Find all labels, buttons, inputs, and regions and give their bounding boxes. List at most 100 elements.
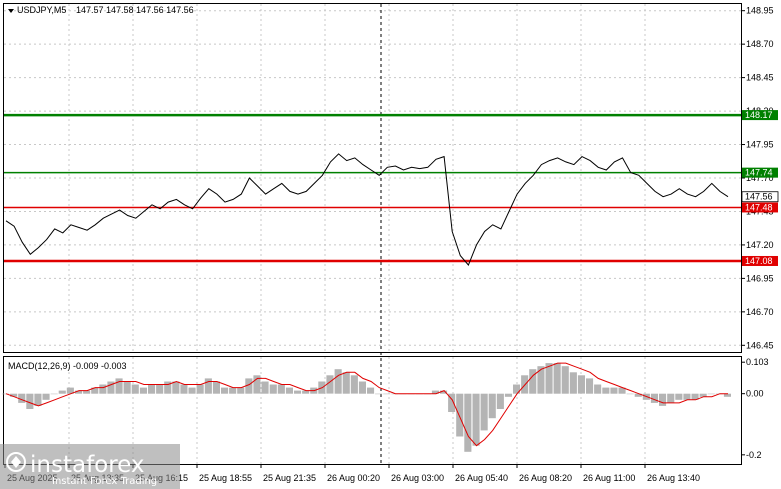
level-tag [742,167,778,178]
price-tick-label: 147.95 [746,140,774,150]
macd-bar [440,390,448,394]
dropdown-icon[interactable] [8,9,14,13]
macd-bar [375,393,383,395]
price-axis: 148.95148.70148.45148.20147.95147.70147.… [741,6,774,350]
macd-bar [577,375,585,394]
macd-bar [496,393,504,409]
macd-bar [188,387,196,394]
macd-bar [302,390,310,394]
macd-bar [367,387,375,394]
macd-bar [342,372,350,394]
time-tick-label: 25 Aug 21:35 [263,473,316,483]
macd-bar [545,363,553,394]
macd-bar [350,375,358,394]
macd-bar [488,393,496,419]
price-line [5,153,729,266]
time-tick-label: 26 Aug 00:20 [327,473,380,483]
macd-bar [91,387,99,394]
macd-bar [99,384,107,394]
macd-bar [626,393,634,395]
instaforex-watermark: instaforex Instant Forex Trading [0,444,180,489]
macd-bar [131,384,139,394]
macd-bar [513,384,521,394]
macd-bar [610,387,618,394]
macd-bar [18,393,26,403]
current-price-tag: 147.56 [741,191,779,203]
time-tick-label: 26 Aug 13:40 [647,473,700,483]
macd-tick-label: 0.00 [746,389,764,399]
level-tag-label: 148.17 [745,110,773,120]
macd-signal-line [5,362,728,447]
macd-bar [180,384,188,394]
macd-bar [34,393,42,406]
level-tag [742,202,778,213]
macd-bar [212,381,220,394]
macd-bar [10,393,18,397]
macd-bar [667,393,675,403]
macd-bar [196,384,204,394]
macd-bar [229,387,237,394]
macd-bar [561,366,569,394]
macd-bar [148,384,156,394]
price-panel[interactable] [3,3,742,353]
support-resistance-levels [4,113,741,263]
level-tag [742,255,778,266]
time-tick-label: 26 Aug 11:00 [583,473,635,483]
macd-bar [42,393,50,400]
price-tick-label: 146.45 [746,340,774,350]
macd-bar [1,393,9,395]
symbol-label: USDJPY,M5 [17,5,66,15]
macd-bar [480,393,488,431]
macd-bar [675,393,683,400]
level-tag [742,110,778,121]
macd-bar [448,393,456,412]
macd-bar [586,378,594,394]
macd-bar [66,387,74,394]
macd-bar [707,393,715,395]
macd-bar [383,393,391,395]
macd-bar [237,387,245,394]
macd-bar [269,384,277,394]
price-tick-label: 146.95 [746,273,774,283]
price-tick-label: 148.45 [746,73,774,83]
price-tick-label: 148.70 [746,39,774,49]
macd-bar [245,378,253,394]
macd-bar [294,390,302,394]
level-tag-label: 147.48 [745,202,773,212]
macd-bar [261,381,269,394]
macd-bar [529,369,537,394]
macd-bar [221,387,229,394]
time-tick-label: 26 Aug 05:40 [455,473,508,483]
macd-bar [334,369,342,394]
macd-bar [123,381,131,394]
price-tick-label: 147.20 [746,240,774,250]
macd-bar [464,393,472,452]
macd-bar [691,393,699,400]
macd-bar [456,393,464,437]
macd-bar [618,387,626,394]
macd-bar [659,393,667,406]
macd-tick-label: -0.2 [746,450,762,460]
macd-bar [26,393,34,409]
macd-bar [107,381,115,394]
instaforex-logo-icon [6,452,26,472]
time-tick-label: 25 Aug 18:55 [199,473,252,483]
macd-bar [115,378,123,394]
price-tick-label: 146.70 [746,307,774,317]
macd-bar [602,387,610,394]
macd-bar [699,393,707,397]
macd-bar [139,387,147,394]
macd-bar [553,363,561,394]
macd-bar [358,381,366,394]
macd-bar [277,384,285,394]
level-tag-label: 147.08 [745,256,773,266]
ohlc-quote: 147.57 147.58 147.56 147.56 [76,5,194,15]
watermark-brand: instaforex [30,452,145,478]
macd-bar [326,375,334,394]
macd-bar [285,387,293,394]
macd-bar [164,381,172,394]
macd-bar [431,390,439,394]
time-tick-label: 26 Aug 08:20 [519,473,572,483]
macd-bar [83,390,91,394]
